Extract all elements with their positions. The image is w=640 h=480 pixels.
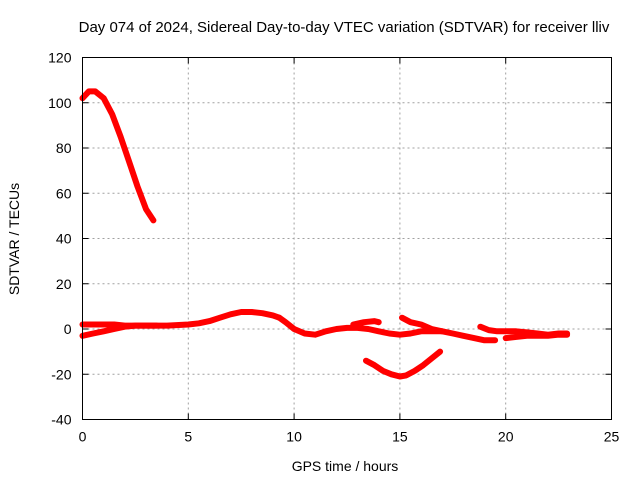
- series-line-arc-3: [79, 309, 283, 329]
- series-line-arc-6: [363, 348, 444, 380]
- y-axis-label: SDTVAR / TECUs: [6, 183, 22, 295]
- grid-lines: [82, 57, 612, 420]
- y-tick-label: 80: [56, 140, 72, 156]
- y-tick-label: 100: [48, 95, 72, 111]
- series-line-arc-7: [399, 314, 499, 344]
- series-layer: [79, 88, 571, 380]
- plot-frame: [82, 57, 612, 420]
- y-tick-label: 20: [56, 276, 72, 292]
- chart-title: Day 074 of 2024, Sidereal Day-to-day VTE…: [79, 19, 610, 36]
- series-line-arc-4: [276, 314, 446, 338]
- x-tick-label: 0: [79, 429, 87, 445]
- series-line-arc-5: [350, 318, 382, 328]
- y-tick-label: 0: [64, 321, 72, 337]
- x-tick-label: 10: [286, 429, 302, 445]
- series-line-arc-1: [79, 88, 157, 224]
- series-line-arc-9: [502, 331, 571, 342]
- x-axis-label: GPS time / hours: [292, 458, 399, 474]
- x-tick-label: 5: [184, 429, 192, 445]
- x-tick-label: 20: [498, 429, 514, 445]
- y-tick-label: 120: [48, 50, 72, 66]
- y-tick-label: 40: [56, 231, 72, 247]
- x-tick-label: 25: [604, 429, 620, 445]
- axis-ticks: 0 5 10 15 20 25 -40 -20 0 20 40 60 80 100 120: [48, 50, 619, 445]
- x-tick-label: 15: [392, 429, 408, 445]
- y-tick-label: -20: [51, 366, 71, 382]
- y-tick-label: -40: [51, 412, 71, 428]
- y-tick-label: 60: [56, 185, 72, 201]
